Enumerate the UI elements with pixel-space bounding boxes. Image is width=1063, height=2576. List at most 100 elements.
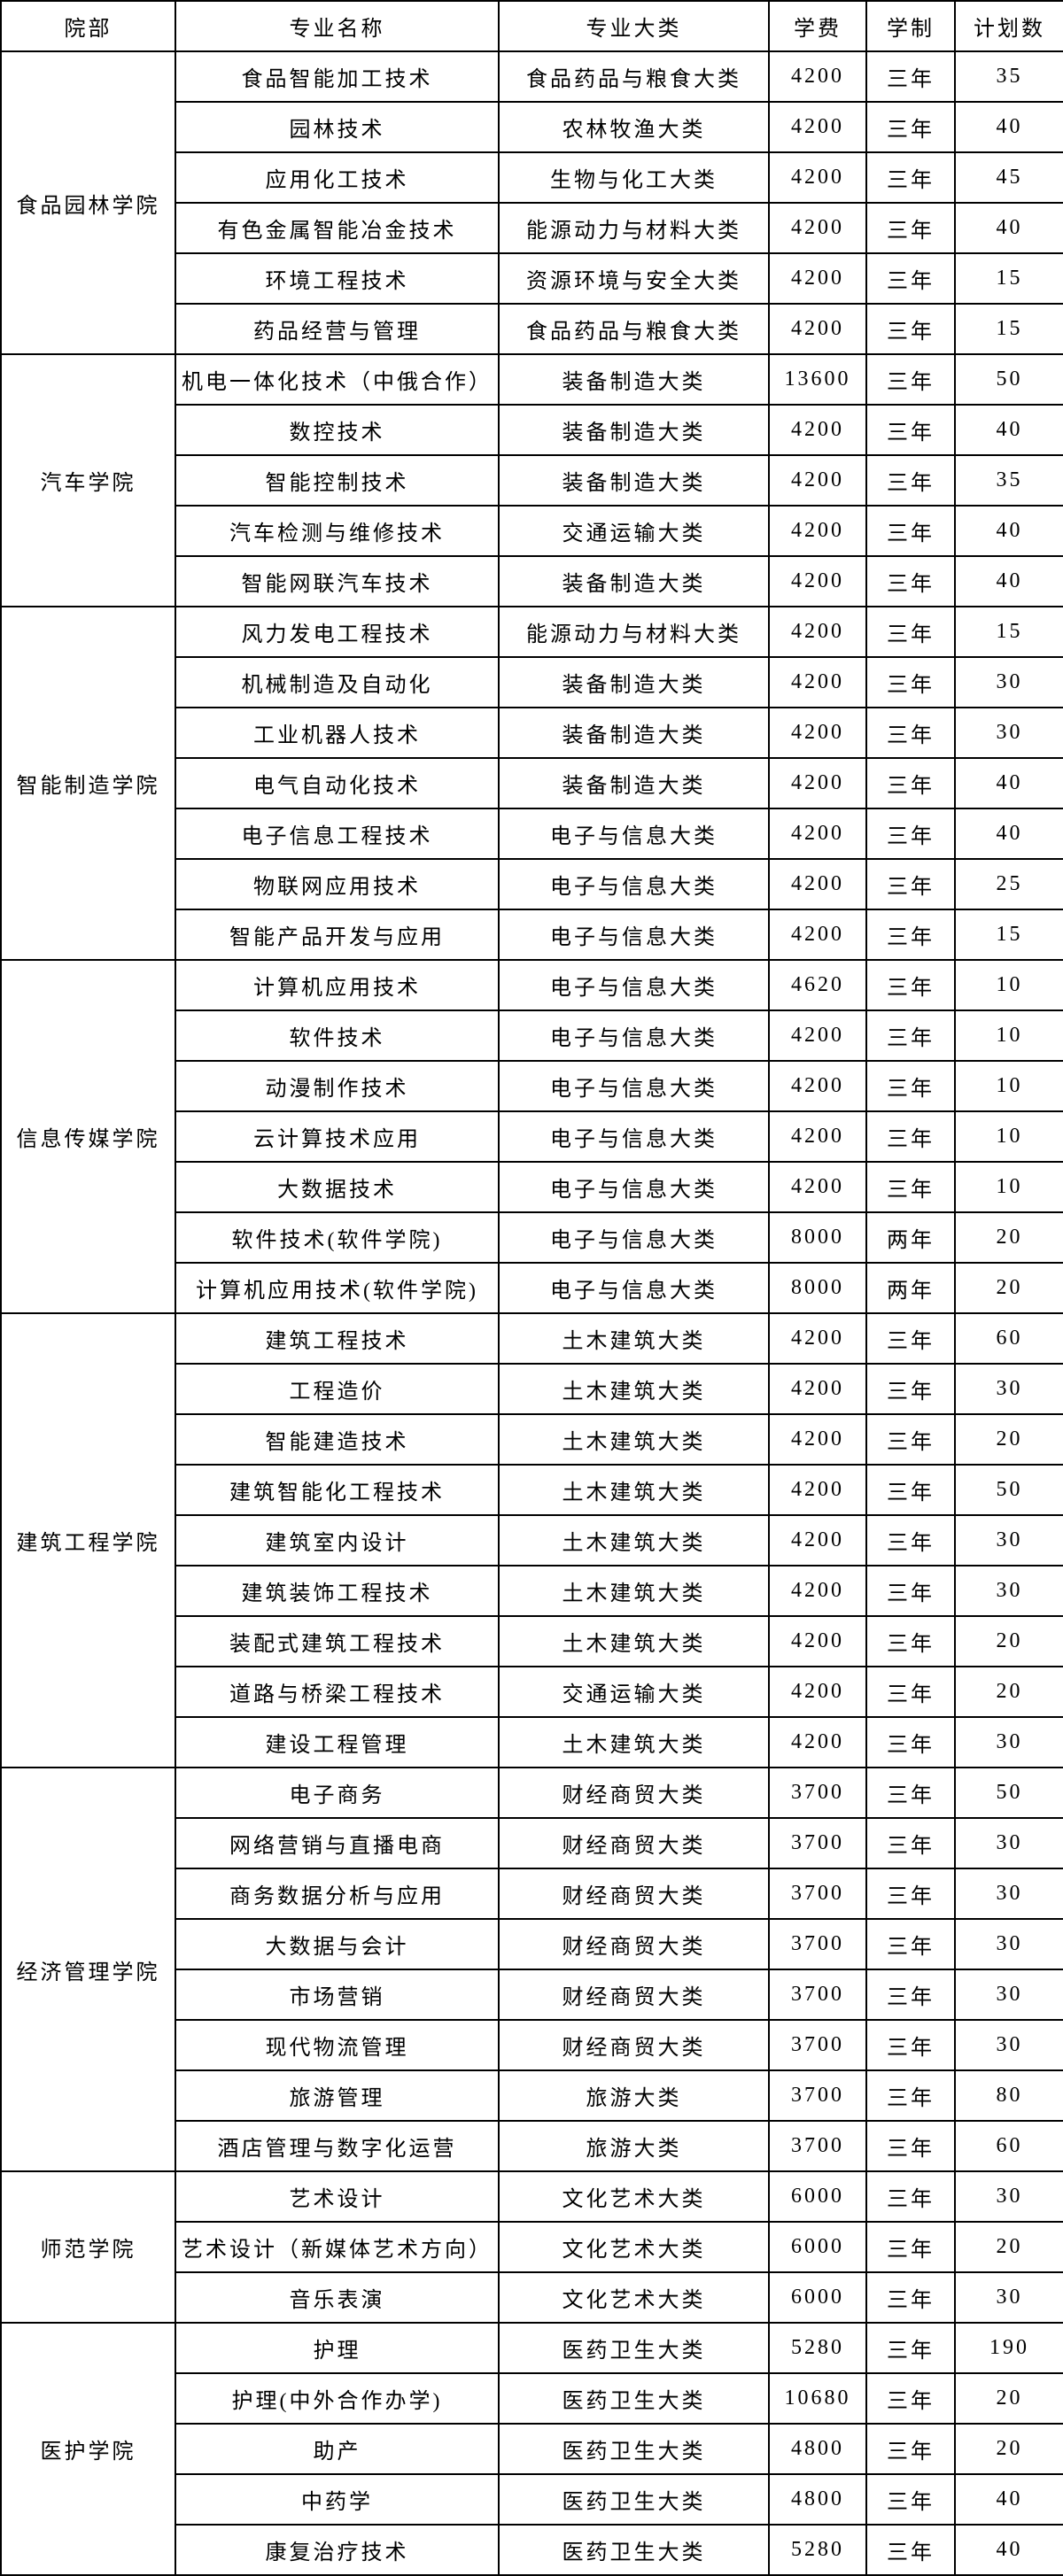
table-row: 师范学院艺术设计文化艺术大类6000三年30 <box>1 2171 1063 2222</box>
cell-major: 软件技术 <box>175 1010 499 1061</box>
cell-plan: 20 <box>955 1212 1063 1263</box>
cell-duration: 三年 <box>866 1566 955 1616</box>
cell-fee: 10680 <box>769 2373 866 2424</box>
cell-fee: 6000 <box>769 2222 866 2272</box>
cell-duration: 三年 <box>866 304 955 354</box>
cell-major: 中药学 <box>175 2474 499 2525</box>
cell-major: 有色金属智能冶金技术 <box>175 203 499 253</box>
cell-category: 装备制造大类 <box>499 455 769 506</box>
cell-plan: 20 <box>955 2222 1063 2272</box>
cell-duration: 三年 <box>866 1768 955 1818</box>
cell-category: 财经商贸大类 <box>499 1969 769 2020</box>
cell-fee: 4200 <box>769 1010 866 1061</box>
cell-fee: 4200 <box>769 1364 866 1414</box>
cell-fee: 4200 <box>769 808 866 859</box>
col-dept: 院部 <box>1 1 175 51</box>
cell-duration: 三年 <box>866 1364 955 1414</box>
cell-major: 音乐表演 <box>175 2272 499 2323</box>
cell-major: 智能建造技术 <box>175 1414 499 1465</box>
cell-dept: 智能制造学院 <box>1 607 175 960</box>
cell-plan: 190 <box>955 2323 1063 2373</box>
cell-category: 土木建筑大类 <box>499 1717 769 1768</box>
cell-category: 资源环境与安全大类 <box>499 253 769 304</box>
cell-dept: 汽车学院 <box>1 354 175 607</box>
cell-fee: 4200 <box>769 657 866 708</box>
cell-plan: 30 <box>955 1919 1063 1969</box>
cell-category: 财经商贸大类 <box>499 1919 769 1969</box>
cell-fee: 4200 <box>769 556 866 607</box>
cell-fee: 4200 <box>769 1465 866 1515</box>
cell-plan: 35 <box>955 51 1063 102</box>
cell-fee: 4200 <box>769 102 866 152</box>
cell-category: 土木建筑大类 <box>499 1313 769 1364</box>
cell-major: 建设工程管理 <box>175 1717 499 1768</box>
cell-plan: 30 <box>955 657 1063 708</box>
cell-plan: 35 <box>955 455 1063 506</box>
cell-category: 土木建筑大类 <box>499 1364 769 1414</box>
cell-category: 财经商贸大类 <box>499 1768 769 1818</box>
cell-duration: 三年 <box>866 102 955 152</box>
cell-fee: 4800 <box>769 2474 866 2525</box>
cell-plan: 25 <box>955 859 1063 909</box>
cell-duration: 三年 <box>866 909 955 960</box>
cell-major: 计算机应用技术(软件学院) <box>175 1263 499 1313</box>
cell-major: 云计算技术应用 <box>175 1111 499 1162</box>
cell-major: 食品智能加工技术 <box>175 51 499 102</box>
cell-category: 电子与信息大类 <box>499 1212 769 1263</box>
cell-major: 计算机应用技术 <box>175 960 499 1010</box>
cell-major: 酒店管理与数字化运营 <box>175 2121 499 2171</box>
cell-category: 能源动力与材料大类 <box>499 607 769 657</box>
cell-major: 建筑室内设计 <box>175 1515 499 1566</box>
cell-plan: 45 <box>955 152 1063 203</box>
col-major: 专业名称 <box>175 1 499 51</box>
cell-major: 护理 <box>175 2323 499 2373</box>
cell-plan: 15 <box>955 909 1063 960</box>
cell-fee: 4200 <box>769 51 866 102</box>
cell-major: 电气自动化技术 <box>175 758 499 808</box>
cell-dept: 医护学院 <box>1 2323 175 2575</box>
cell-fee: 4800 <box>769 2424 866 2474</box>
cell-duration: 三年 <box>866 203 955 253</box>
cell-fee: 4200 <box>769 909 866 960</box>
cell-category: 装备制造大类 <box>499 354 769 405</box>
cell-fee: 4200 <box>769 506 866 556</box>
cell-duration: 三年 <box>866 1515 955 1566</box>
cell-fee: 4200 <box>769 1566 866 1616</box>
table-row: 建筑工程学院建筑工程技术土木建筑大类4200三年60 <box>1 1313 1063 1364</box>
cell-plan: 30 <box>955 1818 1063 1868</box>
cell-fee: 6000 <box>769 2272 866 2323</box>
cell-duration: 三年 <box>866 1818 955 1868</box>
cell-major: 环境工程技术 <box>175 253 499 304</box>
cell-dept: 师范学院 <box>1 2171 175 2323</box>
table-row: 医护学院护理医药卫生大类5280三年190 <box>1 2323 1063 2373</box>
cell-duration: 三年 <box>866 253 955 304</box>
cell-duration: 三年 <box>866 354 955 405</box>
cell-plan: 40 <box>955 556 1063 607</box>
cell-duration: 三年 <box>866 2424 955 2474</box>
cell-major: 建筑装饰工程技术 <box>175 1566 499 1616</box>
cell-duration: 三年 <box>866 758 955 808</box>
cell-duration: 三年 <box>866 808 955 859</box>
cell-major: 智能网联汽车技术 <box>175 556 499 607</box>
cell-category: 土木建筑大类 <box>499 1414 769 1465</box>
cell-major: 药品经营与管理 <box>175 304 499 354</box>
cell-plan: 40 <box>955 758 1063 808</box>
table-row: 智能制造学院风力发电工程技术能源动力与材料大类4200三年15 <box>1 607 1063 657</box>
cell-major: 风力发电工程技术 <box>175 607 499 657</box>
cell-category: 财经商贸大类 <box>499 1818 769 1868</box>
cell-category: 土木建筑大类 <box>499 1465 769 1515</box>
cell-plan: 20 <box>955 2424 1063 2474</box>
cell-category: 土木建筑大类 <box>499 1566 769 1616</box>
cell-plan: 15 <box>955 253 1063 304</box>
cell-duration: 三年 <box>866 455 955 506</box>
cell-major: 现代物流管理 <box>175 2020 499 2070</box>
cell-category: 装备制造大类 <box>499 708 769 758</box>
cell-duration: 两年 <box>866 1212 955 1263</box>
cell-duration: 三年 <box>866 2272 955 2323</box>
cell-plan: 40 <box>955 506 1063 556</box>
cell-major: 工业机器人技术 <box>175 708 499 758</box>
cell-fee: 3700 <box>769 2121 866 2171</box>
cell-major: 商务数据分析与应用 <box>175 1868 499 1919</box>
cell-major: 康复治疗技术 <box>175 2525 499 2575</box>
cell-category: 电子与信息大类 <box>499 1111 769 1162</box>
